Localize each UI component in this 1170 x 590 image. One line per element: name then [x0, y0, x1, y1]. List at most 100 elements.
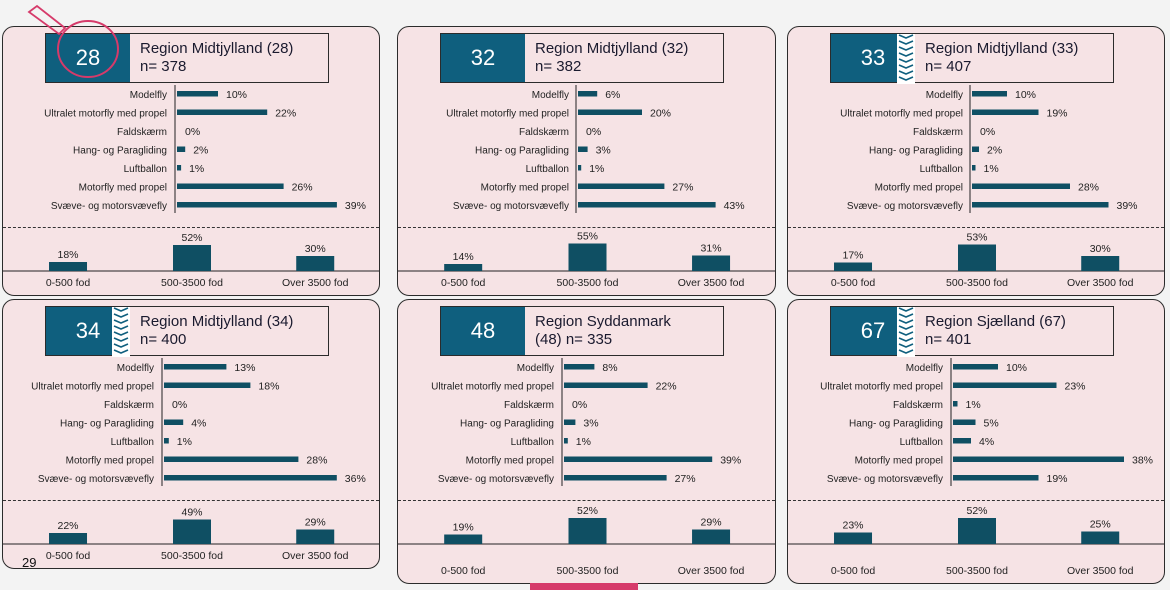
panel-header: 67 Region Sjælland (67) n= 401: [830, 306, 1114, 357]
activity-bar: [578, 165, 582, 171]
pattern-wave: [113, 337, 129, 342]
altitude-tick-label: Over 3500 fod: [281, 277, 349, 289]
altitude-tick-label: 0-500 fod: [441, 277, 486, 289]
altitude-axis-labels: 0-500 fod 500-3500 fod Over 3500 fod: [398, 565, 775, 579]
altitude-bar: [173, 245, 211, 271]
activity-bar: [953, 475, 1039, 481]
activity-value-label: 18%: [258, 381, 279, 393]
activity-label: Modelfly: [117, 363, 154, 374]
activity-bar: [177, 91, 218, 97]
panel-title-line2: (48) n= 335: [535, 331, 613, 348]
pattern-wave: [113, 343, 129, 348]
altitude-bar: [49, 262, 88, 271]
activity-value-label: 36%: [345, 473, 366, 485]
activity-label: Motorfly med propel: [79, 183, 167, 194]
altitude-tick-label: Over 3500 fod: [1066, 277, 1134, 289]
panel-header: 33 Region Midtjylland (33) n= 407: [830, 33, 1114, 84]
wave-pattern-icon: [112, 307, 130, 357]
altitude-bar-chart: 19% 52% 29%: [398, 505, 775, 545]
activity-bar: [972, 183, 1070, 189]
activity-label: Luftballon: [900, 437, 943, 448]
activity-label: Ultralet motorfly med propel: [31, 382, 154, 393]
panel-header: 34 Region Midtjylland (34) n= 400: [45, 306, 329, 357]
activity-bar: [164, 456, 299, 462]
altitude-bar-chart: 14% 55% 31%: [398, 231, 775, 272]
pattern-wave: [898, 40, 914, 45]
altitude-bar-chart: 23% 52% 25%: [788, 505, 1164, 545]
activity-value-label: 43%: [724, 200, 745, 212]
panel-title: Region Midtjylland (34) n= 400: [140, 313, 324, 349]
altitude-value-label: 23%: [843, 520, 864, 532]
activity-value-label: 26%: [292, 182, 313, 194]
altitude-tick-label: 500-3500 fod: [556, 277, 619, 289]
activity-value-label: 6%: [605, 89, 620, 101]
activity-value-label: 2%: [987, 145, 1002, 157]
activity-label: Motorfly med propel: [855, 456, 943, 467]
panel-title-line1: Region Midtjylland (28): [140, 40, 294, 57]
activity-bar: [972, 109, 1039, 115]
altitude-value-label: 30%: [1090, 243, 1111, 255]
activity-value-label: 28%: [306, 455, 327, 467]
wave-pattern-icon: [897, 307, 915, 357]
altitude-bar: [834, 262, 873, 271]
activity-label: Hang- og Paragliding: [60, 419, 154, 430]
activity-bar: [564, 382, 648, 388]
activity-value-label: 4%: [191, 418, 206, 430]
activity-bar: [564, 419, 576, 425]
altitude-bar: [958, 244, 996, 271]
panel-header: 48 Region Syddanmark (48) n= 335: [440, 306, 724, 356]
activity-value-label: 27%: [672, 182, 693, 194]
activity-value-label: 0%: [172, 399, 187, 411]
altitude-value-label: 52%: [577, 505, 598, 517]
activity-bar-chart: Modelfly 10% Ultralet motorfly med propel 2…: [44, 85, 366, 213]
region-number: 32: [470, 45, 496, 70]
altitude-tick-label: 0-500 fod: [45, 277, 91, 289]
pattern-wave: [898, 343, 914, 348]
altitude-bar-chart: 22% 49% 29%: [3, 507, 379, 545]
altitude-bar: [568, 243, 607, 271]
altitude-bar: [1081, 531, 1120, 544]
activity-value-label: 1%: [966, 399, 981, 411]
pattern-wave: [898, 70, 914, 75]
panel-title-line2: n= 382: [535, 58, 582, 75]
altitude-tick-label: 500-3500 fod: [556, 565, 619, 577]
activity-label: Faldskærm: [893, 400, 943, 411]
region-panel-48: 48 Region Syddanmark (48) n= 335 Modelfly 8%…: [397, 299, 776, 584]
activity-label: Motorfly med propel: [466, 456, 554, 467]
activity-bar: [564, 456, 713, 462]
activity-value-label: 19%: [1047, 108, 1068, 120]
activity-label: Luftballon: [526, 164, 569, 175]
activity-value-label: 39%: [1117, 200, 1138, 212]
activity-label: Ultralet motorfly med propel: [446, 109, 569, 120]
altitude-tick-label: 0-500 fod: [441, 565, 486, 577]
panel-header: 32 Region Midtjylland (32) n= 382: [440, 33, 724, 83]
activity-value-label: 0%: [980, 126, 995, 138]
pattern-wave: [898, 46, 914, 51]
altitude-tick-label: 0-500 fod: [830, 565, 876, 577]
activity-bar: [177, 183, 284, 189]
altitude-tick-label: Over 3500 fod: [677, 565, 745, 577]
altitude-tick-label: 500-3500 fod: [161, 277, 223, 289]
activity-value-label: 20%: [650, 108, 671, 120]
pattern-wave: [898, 313, 914, 318]
activity-bar: [953, 401, 958, 407]
altitude-tick-label: 0-500 fod: [830, 277, 876, 289]
pattern-wave: [898, 34, 914, 39]
panel-title-line2: n= 407: [925, 58, 972, 75]
activity-value-label: 28%: [1078, 182, 1099, 194]
circle-annotation-icon: [27, 4, 119, 78]
activity-label: Faldskærm: [504, 400, 554, 411]
activity-label: Svæve- og motorsvævefly: [51, 201, 167, 212]
pattern-wave: [113, 331, 129, 336]
altitude-tick-label: 500-3500 fod: [161, 550, 223, 562]
activity-label: Faldskærm: [117, 127, 167, 138]
altitude-tick-label: Over 3500 fod: [677, 277, 745, 289]
activity-label: Luftballon: [111, 437, 154, 448]
region-number-box: 48: [441, 307, 525, 355]
activity-bar: [972, 202, 1109, 208]
altitude-bar: [444, 264, 483, 271]
activity-value-label: 2%: [193, 145, 208, 157]
altitude-value-label: 53%: [966, 232, 987, 244]
activity-value-label: 1%: [189, 163, 204, 175]
dashed-divider: [3, 227, 379, 228]
